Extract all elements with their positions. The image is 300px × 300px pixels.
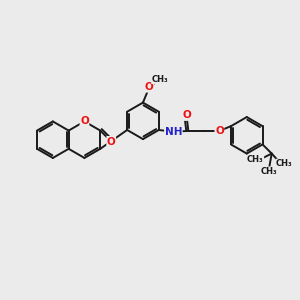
Text: O: O [107,136,116,146]
Text: O: O [80,116,89,126]
Text: O: O [215,126,224,136]
Text: O: O [182,110,191,120]
Text: CH₃: CH₃ [152,75,168,84]
Text: O: O [145,82,154,92]
Text: NH: NH [165,127,182,137]
Text: CH₃: CH₃ [261,167,277,176]
Text: CH₃: CH₃ [276,159,293,168]
Text: CH₃: CH₃ [247,155,264,164]
